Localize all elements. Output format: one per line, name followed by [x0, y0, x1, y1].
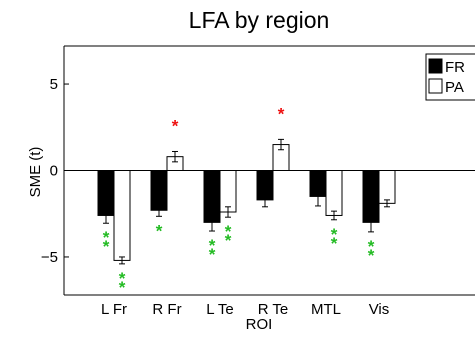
- legend-label: PA: [445, 79, 464, 96]
- significance-marker: *: [225, 231, 232, 250]
- y-axis-label: SME (t): [27, 147, 44, 198]
- bar: [325, 170, 343, 216]
- y-tick-label: 0: [50, 163, 58, 180]
- x-tick-label: R Te: [258, 301, 289, 318]
- significance-marker: *: [119, 278, 126, 297]
- significance-marker: *: [209, 245, 216, 264]
- bar: [378, 170, 396, 204]
- y-tick-label: −5: [41, 249, 58, 266]
- bar: [219, 170, 237, 213]
- significance-marker: *: [331, 225, 338, 244]
- significance-marker: *: [209, 236, 216, 255]
- legend-swatch: [428, 78, 443, 94]
- significance-marker: *: [368, 246, 375, 265]
- significance-marker: *: [331, 234, 338, 253]
- x-tick-label: MTL: [311, 301, 341, 318]
- significance-marker: *: [119, 269, 126, 288]
- bar: [113, 170, 131, 261]
- legend-swatch: [428, 58, 443, 74]
- x-tick-label: Vis: [369, 301, 390, 318]
- y-tick-label: 5: [50, 76, 58, 93]
- significance-marker: *: [156, 221, 163, 240]
- x-tick-label: L Te: [206, 301, 234, 318]
- plot-area: 50−5L Fr R Fr L Te R Te MTL Vis************* *…: [41, 45, 475, 318]
- significance-marker: *: [278, 104, 285, 123]
- chart-title: LFA by region: [189, 7, 330, 33]
- significance-marker: *: [172, 116, 179, 135]
- legend-label: FR: [445, 59, 465, 76]
- x-tick-label: R Fr: [152, 301, 181, 318]
- x-axis-label: ROI: [246, 316, 273, 333]
- significance-marker: *: [368, 237, 375, 256]
- x-tick-label: L Fr: [101, 301, 127, 318]
- significance-marker: *: [225, 222, 232, 241]
- significance-marker: *: [103, 228, 110, 247]
- significance-marker: *: [103, 237, 110, 256]
